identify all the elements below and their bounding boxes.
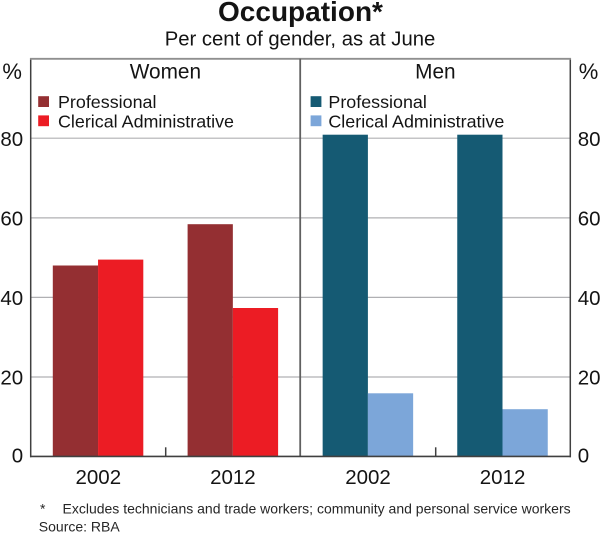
svg-text:%: % xyxy=(579,59,599,84)
svg-text:2012: 2012 xyxy=(480,466,526,489)
svg-text:Excludes technicians and trade: Excludes technicians and trade workers; … xyxy=(63,501,571,517)
svg-text:20: 20 xyxy=(0,366,23,389)
svg-text:*: * xyxy=(40,501,46,517)
svg-text:Per cent of gender, as at June: Per cent of gender, as at June xyxy=(165,29,436,51)
svg-text:2002: 2002 xyxy=(345,466,391,489)
svg-text:Professional: Professional xyxy=(328,92,426,112)
svg-text:Women: Women xyxy=(130,60,201,83)
svg-text:Clerical Administrative: Clerical Administrative xyxy=(58,111,234,131)
svg-text:Professional: Professional xyxy=(58,92,156,112)
svg-text:Occupation*: Occupation* xyxy=(218,0,383,27)
svg-text:40: 40 xyxy=(0,287,23,310)
svg-text:80: 80 xyxy=(0,128,23,151)
svg-text:0: 0 xyxy=(578,445,589,468)
svg-text:Clerical Administrative: Clerical Administrative xyxy=(328,111,504,131)
svg-text:%: % xyxy=(2,59,22,84)
svg-text:0: 0 xyxy=(12,445,23,468)
svg-text:40: 40 xyxy=(578,287,600,310)
svg-text:2012: 2012 xyxy=(210,466,256,489)
svg-text:2002: 2002 xyxy=(75,466,121,489)
svg-text:Men: Men xyxy=(415,60,455,83)
svg-text:80: 80 xyxy=(578,128,600,151)
svg-text:60: 60 xyxy=(578,207,600,230)
svg-text:60: 60 xyxy=(0,207,23,230)
svg-text:Source: RBA: Source: RBA xyxy=(39,518,121,534)
svg-text:20: 20 xyxy=(578,366,600,389)
